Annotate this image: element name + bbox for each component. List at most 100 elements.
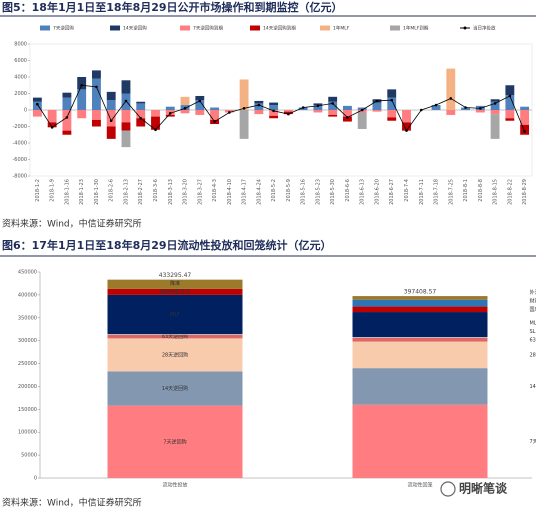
bar [62, 92, 72, 98]
bar [239, 79, 249, 110]
x-tick-label: 2018-4-24 [256, 179, 262, 205]
bar [62, 110, 72, 131]
x-tick-label: 2018-3-6 [153, 179, 159, 202]
bar [239, 110, 249, 139]
y-tick-label: 250000 [18, 361, 37, 367]
bar [106, 100, 116, 110]
bar [32, 110, 42, 117]
x-tick-label: 2018-4-17 [242, 179, 248, 205]
bar [106, 91, 116, 101]
net-point [523, 130, 526, 133]
bar [328, 114, 338, 117]
net-point [375, 99, 379, 103]
bar [77, 77, 87, 90]
bar [47, 122, 57, 128]
bar [195, 110, 205, 115]
y-tick-label: 150000 [18, 407, 37, 413]
bar [313, 110, 323, 113]
bar [490, 114, 500, 139]
legend-swatch [40, 25, 50, 31]
x-tick-label: 2018-4-3 [212, 179, 218, 202]
x-tick-label: 2018-1-30 [94, 179, 100, 205]
x-tick-label: 2018-1-23 [79, 179, 85, 205]
bar [446, 68, 456, 110]
stack-segment [107, 338, 243, 372]
legend-swatch [110, 25, 120, 31]
net-point [449, 97, 453, 100]
legend-label: 14天逆回购 [123, 25, 147, 32]
bar [151, 116, 160, 130]
legend-swatch [390, 25, 400, 31]
bar [136, 103, 146, 110]
segment-label: 降准 [170, 280, 180, 287]
net-point [405, 129, 408, 132]
y-tick-label: -2000 [12, 124, 27, 130]
watermark-icon [440, 481, 456, 497]
net-point [124, 99, 128, 103]
y-tick-label: -6000 [12, 157, 27, 163]
y-tick-label: -4000 [12, 141, 27, 147]
segment-label: 国库现金定存到期 [530, 306, 536, 313]
bar [254, 100, 264, 104]
net-point [434, 103, 438, 107]
bar [402, 122, 411, 131]
stack-segment [352, 337, 488, 342]
bar [254, 110, 264, 115]
legend-swatch [320, 25, 330, 31]
net-point [50, 126, 54, 129]
y-tick-label: 400000 [18, 292, 37, 298]
bar [92, 78, 101, 110]
bar [505, 95, 515, 110]
bar [210, 107, 219, 110]
bar [32, 97, 42, 102]
legend-label: 14天逆回购到期 [263, 25, 296, 32]
bar [136, 101, 146, 104]
x-tick-label: 2018-3-13 [168, 179, 174, 205]
y-tick-label: 0 [24, 108, 27, 114]
x-tick-label: 流动性回笼 [407, 482, 432, 489]
y-tick-label: -8000 [12, 174, 27, 180]
net-point [168, 112, 172, 115]
x-tick-label: 2018-8-22 [507, 179, 513, 205]
bar [313, 105, 323, 110]
y-tick-label: 100000 [18, 430, 37, 436]
figure-title: 图5：18年1月1日至18年8月29日公开市场操作和到期监控（亿元） [2, 0, 343, 14]
net-point [272, 109, 275, 113]
bar [121, 80, 131, 94]
x-tick-label: 流动性投放 [162, 482, 187, 489]
bar [269, 115, 279, 119]
bar [106, 126, 116, 139]
legend-swatch [250, 25, 260, 31]
legend-label: 7天逆回购到期 [193, 25, 223, 32]
y-tick-label: 0 [34, 476, 37, 482]
x-tick-label: 2018-2-27 [138, 179, 144, 205]
bar [254, 103, 264, 110]
net-point [301, 106, 305, 109]
x-tick-label: 2018-8-29 [522, 179, 528, 205]
bar [520, 110, 530, 125]
bar [372, 110, 382, 112]
net-point [154, 128, 157, 132]
bar [121, 130, 131, 148]
bar [343, 116, 352, 122]
bar [32, 101, 42, 110]
bar [269, 102, 279, 106]
bar [313, 103, 323, 106]
bar [77, 89, 87, 110]
bar [387, 89, 397, 98]
bar [505, 85, 515, 96]
bar [210, 110, 219, 120]
bar [62, 130, 72, 135]
legend-label: 当日净投放 [473, 25, 496, 32]
bar [328, 101, 338, 110]
x-tick-label: 2018-1-2 [35, 179, 41, 202]
stack-segment [352, 341, 488, 369]
stack-segment [107, 279, 243, 289]
x-tick-label: 2018-7-25 [448, 179, 454, 205]
x-tick-label: 2018-8-1 [463, 179, 469, 202]
net-point [80, 83, 83, 87]
legend-swatch [180, 25, 190, 31]
x-tick-label: 2018-5-30 [330, 179, 336, 205]
x-tick-label: 2018-3-20 [183, 179, 189, 205]
